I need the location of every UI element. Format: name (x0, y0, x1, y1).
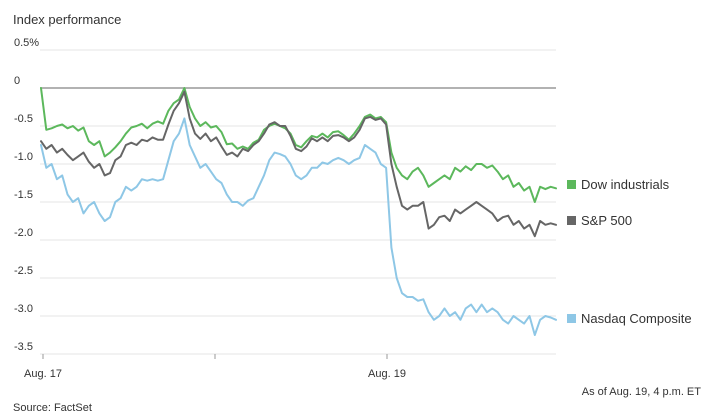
legend-label: Dow industrials (581, 177, 670, 192)
series-line-0 (40, 87, 557, 203)
y-tick-label: -0.5 (14, 113, 33, 125)
timestamp-note: As of Aug. 19, 4 p.m. ET (582, 386, 702, 398)
source-note: Source: FactSet (13, 402, 92, 414)
y-tick-label: -1.0 (14, 151, 33, 163)
series-lines (40, 87, 557, 336)
y-tick-label: -3.0 (14, 303, 33, 315)
y-tick-label: -1.5 (14, 189, 33, 201)
legend-swatch (567, 314, 576, 323)
chart-title: Index performance (13, 12, 121, 27)
y-tick-label: -3.5 (14, 341, 33, 353)
series-line-1 (40, 90, 557, 238)
y-tick-label: -2.5 (14, 265, 33, 277)
legend: Dow industrials S&P 500 Nasdaq Composite (567, 177, 692, 326)
legend-label: Nasdaq Composite (581, 311, 692, 326)
x-tick-label: Aug. 17 (24, 368, 62, 380)
x-tick-label: Aug. 19 (368, 368, 406, 380)
series-line-2 (40, 117, 557, 336)
x-axis-ticks: Aug. 17 Aug. 19 (24, 354, 406, 380)
y-axis-ticks: 0.5% 0 -0.5 -1.0 -1.5 -2.0 -2.5 -3.0 -3.5 (14, 37, 39, 353)
y-tick-label: 0 (14, 75, 20, 87)
grid (40, 49, 556, 355)
y-tick-label: -2.0 (14, 227, 33, 239)
legend-label: S&P 500 (581, 213, 632, 228)
y-tick-label: 0.5% (14, 37, 39, 49)
legend-swatch (567, 216, 576, 225)
legend-swatch (567, 180, 576, 189)
